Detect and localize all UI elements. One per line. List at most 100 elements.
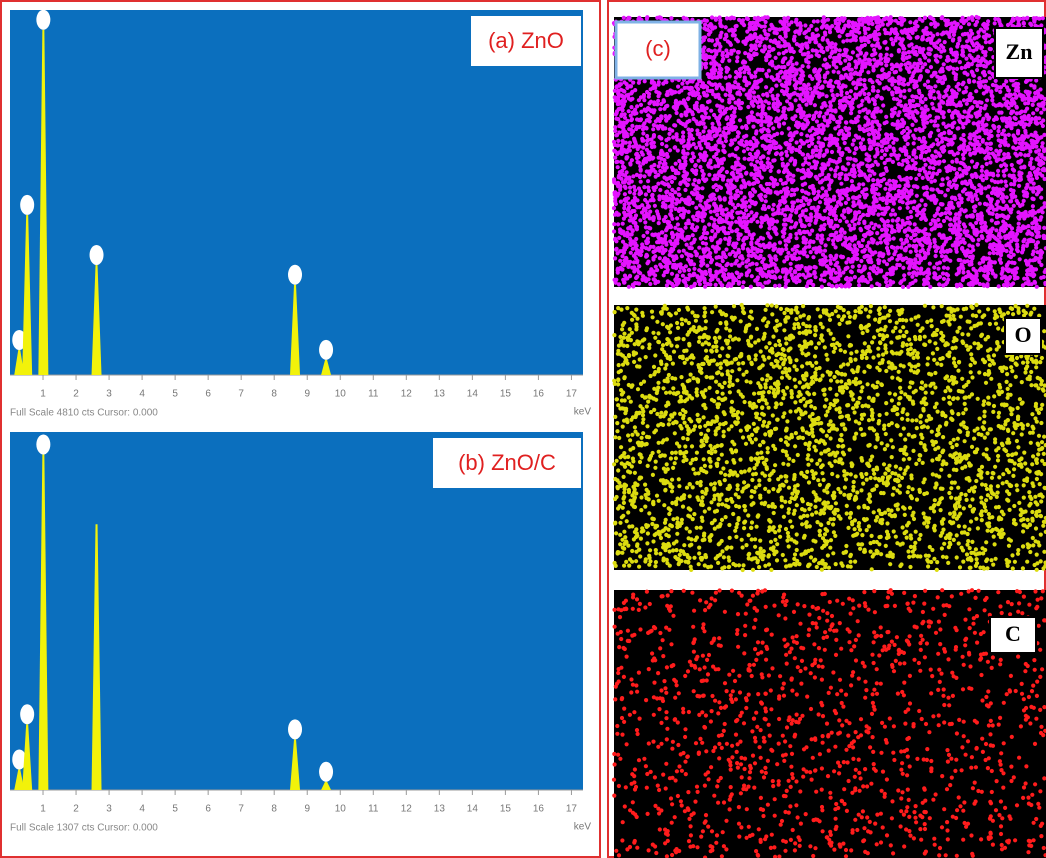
- map-dot: [629, 91, 633, 95]
- map-dot: [729, 49, 733, 53]
- map-dot: [651, 245, 655, 249]
- map-dot: [637, 282, 641, 286]
- map-dot: [660, 142, 664, 146]
- map-dot: [991, 187, 995, 191]
- map-dot: [939, 183, 943, 187]
- map-dot: [625, 155, 629, 159]
- map-dot: [700, 235, 704, 239]
- map-dot: [917, 203, 921, 207]
- map-dot: [688, 108, 692, 112]
- map-dot: [824, 243, 828, 247]
- x-tick-label: 5: [172, 389, 178, 400]
- map-dot: [703, 125, 707, 129]
- map-dot: [954, 212, 958, 216]
- map-dot: [956, 151, 960, 155]
- map-dot: [976, 30, 980, 34]
- map-dot: [934, 254, 938, 258]
- map-dot: [670, 200, 674, 204]
- map-dot: [697, 268, 701, 272]
- map-dot: [929, 65, 933, 69]
- map-dot: [816, 19, 820, 23]
- map-dot: [815, 28, 819, 32]
- map-dot: [749, 48, 753, 52]
- map-dot: [867, 272, 871, 276]
- map-dot: [733, 33, 737, 37]
- map-dot: [823, 249, 827, 253]
- map-dot: [661, 100, 665, 104]
- map-dot: [751, 125, 755, 129]
- map-dot: [962, 133, 966, 137]
- map-dot: [804, 87, 808, 91]
- map-dot: [877, 192, 881, 196]
- map-dot: [651, 256, 655, 260]
- map-dot: [861, 182, 865, 186]
- map-dot: [676, 85, 680, 89]
- map-dot: [1005, 195, 1009, 199]
- x-tick-label: 11: [368, 389, 379, 400]
- map-dot: [973, 165, 977, 169]
- map-dot: [876, 213, 880, 217]
- map-dot: [757, 194, 761, 198]
- map-dot: [761, 93, 765, 97]
- map-dot: [936, 32, 940, 36]
- map-dot: [784, 49, 788, 53]
- map-dot: [703, 270, 707, 274]
- map-dot: [993, 180, 997, 184]
- map-dot: [858, 110, 862, 114]
- map-dot: [807, 223, 811, 227]
- map-dot: [851, 106, 855, 110]
- map-dot: [623, 198, 627, 202]
- map-dot: [639, 168, 643, 172]
- map-dot: [842, 67, 846, 71]
- map-dot: [818, 173, 822, 177]
- map-dot: [955, 216, 959, 220]
- map-dot: [900, 131, 904, 135]
- map-dot: [974, 89, 978, 93]
- map-dot: [680, 254, 684, 258]
- map-dot: [880, 156, 884, 160]
- map-dot: [668, 239, 672, 243]
- map-dot: [737, 280, 741, 284]
- map-dot: [964, 208, 968, 212]
- x-tick-label: 10: [335, 389, 347, 400]
- map-dot: [988, 76, 992, 80]
- map-dot: [877, 259, 881, 263]
- map-dot: [718, 197, 722, 201]
- map-dot: [1031, 204, 1035, 208]
- map-dot: [704, 62, 708, 66]
- map-dot: [801, 183, 805, 187]
- map-dot: [1002, 174, 1006, 178]
- map-dot: [872, 48, 876, 52]
- map-dot: [804, 103, 808, 107]
- map-dot: [914, 177, 918, 181]
- map-dot: [697, 159, 701, 163]
- map-dot: [883, 187, 887, 191]
- map-dot: [927, 59, 931, 63]
- map-dot: [981, 260, 985, 264]
- map-dot: [920, 150, 924, 154]
- x-tick-label: 8: [271, 804, 277, 815]
- map-dot: [805, 134, 809, 138]
- map-dot: [910, 229, 914, 233]
- map-dot: [829, 233, 833, 237]
- map-dot: [909, 210, 913, 214]
- map-dot: [849, 89, 853, 93]
- map-dot: [967, 97, 971, 101]
- map-dot: [848, 95, 852, 99]
- map-dot: [938, 213, 942, 217]
- map-dot: [1039, 187, 1043, 191]
- map-dot: [834, 217, 838, 221]
- map-dot: [880, 228, 884, 232]
- map-dot: [765, 36, 769, 40]
- map-dot: [641, 146, 645, 150]
- map-dot: [656, 83, 660, 87]
- map-dot: [678, 165, 682, 169]
- map-dot: [720, 99, 724, 103]
- map-dot: [917, 103, 921, 107]
- map-dot: [768, 28, 772, 32]
- map-dot: [622, 89, 626, 93]
- peak-marker: [288, 719, 302, 739]
- map-dot: [883, 17, 887, 21]
- map-dot: [632, 220, 636, 224]
- map-dot: [832, 212, 836, 216]
